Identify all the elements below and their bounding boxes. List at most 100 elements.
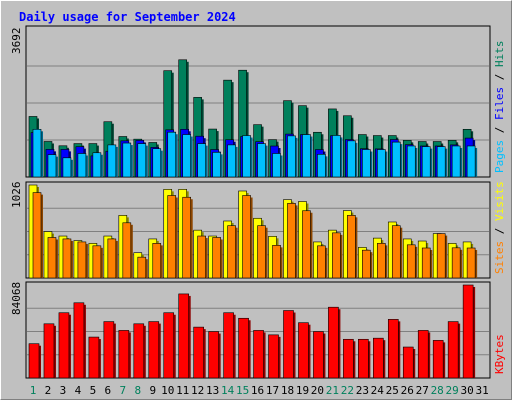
y-max-label-kbytes: 84068 [10, 282, 23, 315]
bar-pages-15 [242, 135, 253, 178]
bar-kbytes-19 [298, 322, 311, 379]
bar-pages-1 [32, 128, 43, 178]
bar-kbytes-17 [268, 334, 281, 379]
bar-sites-16 [257, 225, 268, 279]
legend-kbytes: KBytes [493, 334, 506, 374]
x-tick-label: 4 [75, 384, 82, 397]
x-tick-label: 18 [281, 384, 294, 397]
x-tick-label: 25 [386, 384, 399, 397]
bar-sites-13 [212, 237, 223, 279]
bar-sites-11 [182, 196, 193, 279]
x-tick-label: 8 [134, 384, 141, 397]
bar-kbytes-16 [253, 330, 266, 379]
x-tick-label: 2 [45, 384, 52, 397]
bar-sites-17 [272, 245, 283, 279]
bar-pages-7 [122, 142, 133, 178]
bar-sites-4 [77, 241, 88, 279]
x-tick-label: 1 [30, 384, 37, 397]
bar-sites-12 [197, 235, 208, 279]
x-tick-label: 20 [311, 384, 324, 397]
x-tick-label: 29 [446, 384, 459, 397]
bar-kbytes-6 [103, 321, 116, 379]
bar-pages-14 [227, 144, 238, 178]
legend-item-visits: Visits [493, 181, 506, 221]
bar-pages-28 [436, 146, 448, 178]
bar-pages-30 [466, 145, 478, 178]
x-tick-label: 17 [266, 384, 279, 397]
bar-sites-26 [406, 244, 418, 279]
bar-pages-23 [362, 149, 373, 178]
x-tick-label: 12 [191, 384, 204, 397]
bar-sites-15 [242, 195, 253, 279]
legend-item-pages: Pages [493, 140, 506, 173]
x-tick-label: 30 [461, 384, 474, 397]
bar-kbytes-11 [178, 293, 191, 379]
bar-kbytes-30 [462, 284, 476, 379]
panel-hits-files-pages: 3692 Pages / Files / Hits [10, 25, 506, 178]
y-max-label-visits: 1026 [10, 182, 23, 209]
bar-pages-16 [257, 143, 268, 178]
bar-kbytes-20 [313, 331, 326, 379]
y-max-label-hits: 3692 [10, 28, 23, 55]
x-tick-label: 28 [431, 384, 444, 397]
bar-pages-5 [92, 152, 103, 178]
bar-sites-5 [92, 245, 103, 279]
bar-pages-21 [332, 135, 343, 178]
bar-pages-29 [451, 145, 463, 178]
bar-sites-2 [47, 237, 58, 279]
bar-kbytes-10 [163, 312, 176, 379]
bar-sites-29 [451, 247, 463, 279]
bar-pages-9 [152, 148, 163, 178]
bar-kbytes-14 [223, 312, 236, 379]
bar-sites-20 [317, 245, 328, 279]
bar-kbytes-9 [148, 321, 161, 379]
x-tick-label: 27 [416, 384, 429, 397]
chart-title: Daily usage for September 2024 [19, 10, 236, 24]
bar-pages-18 [287, 135, 298, 178]
x-tick-label: 9 [149, 384, 156, 397]
x-tick-label: 7 [120, 384, 127, 397]
bar-pages-10 [167, 131, 178, 178]
x-tick-label: 26 [401, 384, 414, 397]
bar-kbytes-25 [387, 319, 401, 379]
bar-pages-4 [77, 153, 88, 178]
x-tick-label: 16 [251, 384, 264, 397]
bar-sites-14 [227, 225, 238, 279]
bar-kbytes-1 [28, 343, 41, 379]
bar-pages-6 [107, 144, 118, 178]
panel-kbytes: 84068 KBytes [10, 281, 506, 379]
bar-kbytes-7 [118, 330, 131, 379]
bar-pages-3 [62, 157, 73, 178]
x-tick-label: 6 [105, 384, 112, 397]
x-tick-label: 21 [326, 384, 339, 397]
bar-sites-28 [436, 233, 448, 279]
bar-kbytes-22 [343, 338, 356, 379]
bar-sites-3 [62, 238, 73, 279]
bar-kbytes-28 [432, 340, 446, 379]
x-tick-label: 31 [475, 384, 488, 397]
bar-sites-21 [332, 232, 343, 279]
x-tick-label: 10 [161, 384, 174, 397]
x-axis-day-labels: 1 2 3 4 5 6 7 8 9 10 11 12 13 14 15 16 17 18 19 20 21 22 23 24 2… [30, 384, 489, 397]
bar-pages-11 [182, 134, 193, 178]
bar-sites-9 [152, 243, 163, 279]
bar-pages-17 [272, 153, 283, 178]
legend-item-files: Files [493, 87, 506, 120]
x-tick-label: 3 [60, 384, 67, 397]
bar-sites-7 [122, 222, 133, 279]
bar-pages-25 [391, 141, 403, 178]
bar-kbytes-27 [417, 330, 431, 379]
x-tick-label: 24 [371, 384, 385, 397]
bar-kbytes-5 [88, 336, 101, 379]
bar-kbytes-8 [133, 323, 146, 379]
x-tick-label: 19 [296, 384, 309, 397]
panel-visits-sites: 1026 Sites / Visits [10, 181, 506, 279]
bar-kbytes-26 [402, 346, 416, 379]
bar-kbytes-18 [283, 310, 296, 379]
x-tick-label: 11 [176, 384, 189, 397]
bar-pages-13 [212, 152, 223, 178]
bar-kbytes-12 [193, 326, 206, 379]
bar-kbytes-2 [43, 323, 56, 379]
